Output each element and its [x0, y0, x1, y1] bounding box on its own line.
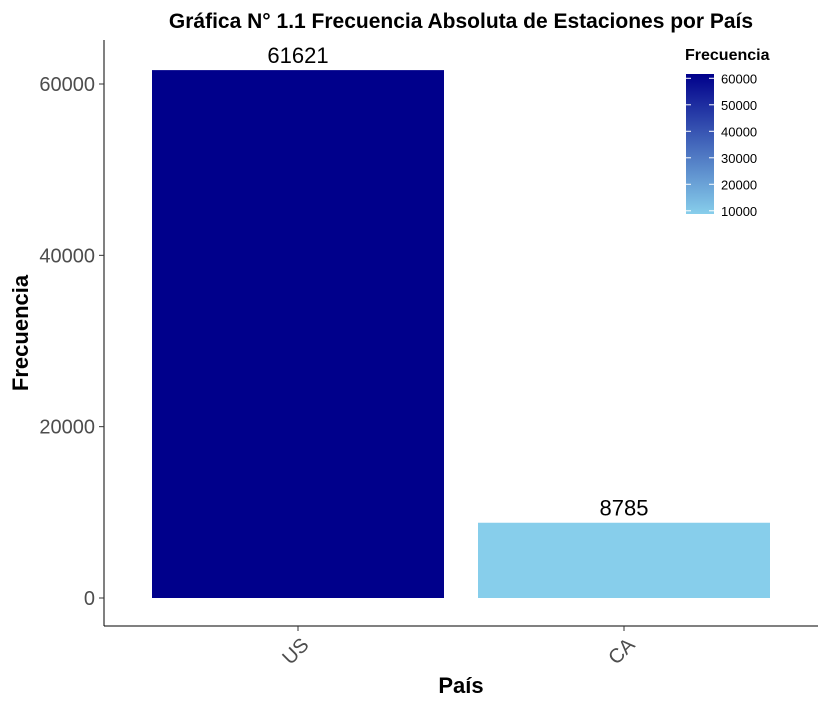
plot-area: 0 20000 40000 60000 61621 8785 US CA: [39, 40, 818, 669]
y-tick-label: 0: [84, 588, 95, 610]
y-tick-label: 20000: [39, 417, 95, 439]
y-axis-title: Frecuencia: [8, 274, 33, 391]
data-label-us: 61621: [267, 43, 328, 68]
x-tick-label-us: US: [278, 634, 313, 669]
legend-tick-label: 60000: [721, 71, 757, 86]
legend-tick-label: 50000: [721, 98, 757, 113]
legend-title: Frecuencia: [685, 47, 770, 64]
legend-tick-label: 20000: [721, 177, 757, 192]
x-ticks: US CA: [278, 626, 640, 669]
bar-us: [152, 70, 444, 599]
legend-tick-label: 40000: [721, 124, 757, 139]
x-axis-title: País: [438, 673, 483, 698]
y-tick-label: 60000: [39, 74, 95, 96]
bars: [152, 70, 770, 599]
chart-title: Gráfica N° 1.1 Frecuencia Absoluta de Es…: [169, 10, 753, 33]
x-tick-label-ca: CA: [604, 634, 640, 670]
legend-tick-label: 30000: [721, 151, 757, 166]
legend-tick-label: 10000: [721, 204, 757, 219]
legend-colorbar: [686, 74, 714, 214]
y-ticks: 0 20000 40000 60000: [39, 74, 104, 610]
data-labels: 61621 8785: [267, 43, 648, 521]
y-tick-label: 40000: [39, 245, 95, 267]
legend-ticks: 10000 20000 30000 40000 50000 60000: [686, 71, 757, 219]
bar-ca: [478, 522, 770, 598]
legend: Frecuencia 10000 20000 30000 40000 50000 6000…: [685, 47, 770, 219]
data-label-ca: 8785: [600, 496, 649, 521]
